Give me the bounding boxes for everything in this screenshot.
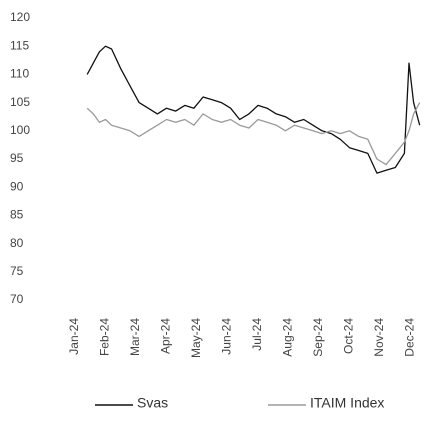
x-tick-label: Feb-24 (98, 318, 112, 356)
x-tick-label: Jul-24 (250, 318, 264, 351)
x-tick-label: Dec-24 (403, 318, 417, 357)
y-tick-label: 110 (10, 67, 29, 81)
legend-label: Svas (137, 395, 168, 411)
x-tick-label: May-24 (189, 318, 203, 358)
y-tick-label: 75 (10, 264, 24, 278)
x-tick-label: Oct-24 (342, 318, 356, 354)
y-tick-label: 80 (10, 236, 24, 250)
y-tick-label: 115 (10, 38, 29, 52)
x-tick-label: Sep-24 (311, 318, 325, 357)
x-tick-label: Mar-24 (128, 318, 142, 356)
series-line (86, 45, 421, 174)
x-tick-label: Jun-24 (220, 318, 234, 355)
y-tick-label: 120 (10, 10, 30, 24)
y-tick-label: 70 (10, 292, 24, 306)
x-tick-label: Apr-24 (159, 318, 173, 354)
y-tick-label: 100 (10, 123, 30, 137)
x-tick-label: Aug-24 (281, 318, 295, 357)
y-tick-label: 105 (10, 95, 30, 109)
x-tick-label: Jan-24 (67, 318, 81, 355)
series-line (86, 102, 421, 166)
x-tick-label: Nov-24 (372, 318, 386, 357)
y-tick-label: 85 (10, 208, 24, 222)
legend-label: ITAIM Index (310, 395, 384, 411)
y-tick-label: 90 (10, 179, 24, 193)
y-tick-label: 95 (10, 151, 24, 165)
